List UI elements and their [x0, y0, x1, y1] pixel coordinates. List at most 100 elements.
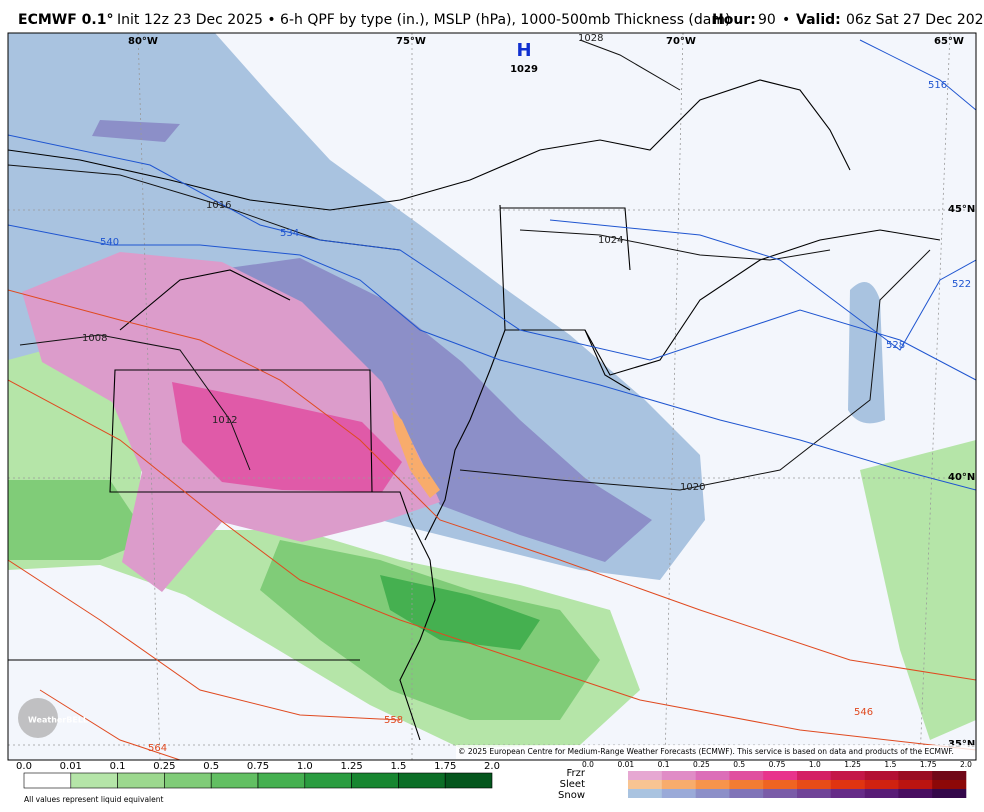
- model: ECMWF 0.1°: [18, 12, 113, 28]
- ptype-tick: 0.5: [733, 760, 745, 769]
- thickness-label: 516: [928, 80, 947, 91]
- rain-swatch: [398, 772, 446, 789]
- hour: 90: [758, 12, 776, 28]
- rain-swatch: [70, 772, 118, 789]
- isobar-label: 1028: [578, 33, 603, 44]
- map: 80°W 75°W 70°W 65°W 45°N 40°N 35°N H 102…: [8, 33, 976, 760]
- ptype-swatch: [628, 789, 663, 798]
- description: Init 12z 23 Dec 2025 • 6-h QPF by type (…: [117, 12, 730, 28]
- header: ECMWF 0.1° Init 12z 23 Dec 2025 • 6-h QP…: [18, 12, 984, 28]
- rain-swatch: [117, 772, 165, 789]
- isobar-label: 1012: [212, 415, 237, 426]
- rain-tick: 1.5: [390, 761, 406, 772]
- ptype-swatch: [932, 771, 967, 780]
- ptype-tick: 1.75: [920, 760, 937, 769]
- ptype-swatch: [628, 780, 663, 789]
- logo-globe: [18, 698, 58, 738]
- high-pressure: 1029: [510, 64, 538, 75]
- rain-tick: 0.1: [110, 761, 126, 772]
- sleet-area: [392, 410, 440, 498]
- ptype-tick: 0.25: [693, 760, 710, 769]
- ptype-swatch: [661, 780, 696, 789]
- rain-tick: 0.0: [16, 761, 32, 772]
- ptype-swatch: [695, 771, 730, 780]
- rain-swatch: [304, 772, 352, 789]
- separator: •: [782, 12, 790, 28]
- snow-heavy: [92, 120, 180, 142]
- ptype-swatch: [830, 789, 865, 798]
- ptype-swatch: [661, 789, 696, 798]
- longitude-label: 80°W: [128, 36, 158, 47]
- borders: [8, 79, 941, 741]
- ptype-tick: 0.75: [769, 760, 786, 769]
- rain-swatch: [444, 772, 493, 789]
- ptype-swatch: [729, 771, 764, 780]
- ptype-swatch: [797, 771, 832, 780]
- rain-swatch: [164, 772, 212, 789]
- isobar-label: 1016: [206, 200, 231, 211]
- ptype-swatch: [661, 771, 696, 780]
- ptype-swatch: [628, 771, 663, 780]
- copyright-background: [456, 745, 976, 759]
- ptype-tick: 1.0: [809, 760, 821, 769]
- rain-tick: 0.5: [203, 761, 219, 772]
- rain-area: [380, 575, 540, 650]
- longitude-label: 65°W: [934, 36, 964, 47]
- rain-area: [860, 440, 976, 740]
- ptype-swatch: [763, 789, 798, 798]
- rain-swatch: [351, 772, 399, 789]
- rain-tick: 1.25: [340, 761, 362, 772]
- rain-area: [8, 480, 150, 560]
- rain-swatch: [257, 772, 306, 789]
- ptype-tick: 1.25: [844, 760, 861, 769]
- thickness-label: 534: [280, 228, 299, 239]
- thickness-label: 558: [384, 715, 403, 726]
- latitude-label: 40°N: [948, 472, 975, 483]
- ptype-swatch: [797, 780, 832, 789]
- ptype-swatch: [898, 780, 933, 789]
- legend-note: All values represent liquid equivalent: [24, 795, 163, 804]
- ptype-swatch: [864, 789, 899, 798]
- ptype-swatch: [763, 780, 798, 789]
- rain-tick: 0.75: [247, 761, 269, 772]
- copyright: © 2025 European Centre for Medium-Range …: [458, 747, 954, 756]
- rain-tick: 0.01: [60, 761, 82, 772]
- valid: 06z Sat 27 Dec 2025: [846, 12, 984, 28]
- ptype-tick: 1.5: [884, 760, 896, 769]
- ptype-swatch: [898, 771, 933, 780]
- valid-label: Valid:: [796, 12, 841, 28]
- ptype-label: Sleet: [560, 779, 585, 790]
- map-frame: [7, 32, 977, 761]
- legend: All values represent liquid equivalent 0…: [16, 760, 972, 804]
- ptype-swatch: [864, 780, 899, 789]
- ptype-tick: 2.0: [960, 760, 972, 769]
- ptype-label: Snow: [558, 790, 585, 801]
- longitude-label: 75°W: [396, 36, 426, 47]
- logo: WeatherBELL: [28, 716, 88, 725]
- frzr-heavy: [172, 382, 402, 492]
- ptype-swatch: [932, 780, 967, 789]
- thickness-label: 528: [886, 340, 905, 351]
- ptype-swatch: [830, 771, 865, 780]
- ptype-swatch: [830, 780, 865, 789]
- ptype-label: Frzr: [567, 768, 586, 779]
- thickness-label: 546: [854, 707, 873, 718]
- rain-swatch: [23, 772, 72, 789]
- latitude-label: 45°N: [948, 204, 975, 215]
- longitude-label: 70°W: [666, 36, 696, 47]
- ptype-swatch: [729, 789, 764, 798]
- ptype-tick: 0.01: [617, 760, 634, 769]
- ptype-swatch: [898, 789, 933, 798]
- ptype-swatch: [763, 771, 798, 780]
- thickness-label: 540: [100, 237, 119, 248]
- ptype-swatch: [797, 789, 832, 798]
- rain-tick: 0.25: [153, 761, 175, 772]
- ptype-swatch: [864, 771, 899, 780]
- isobar-label: 1020: [680, 482, 705, 493]
- thickness-label: 564: [148, 743, 167, 754]
- rain-tick: 2.0: [484, 761, 500, 772]
- thickness-lines: [8, 39, 976, 760]
- latitude-label: 35°N: [948, 739, 975, 750]
- rain-tick: 1.0: [297, 761, 313, 772]
